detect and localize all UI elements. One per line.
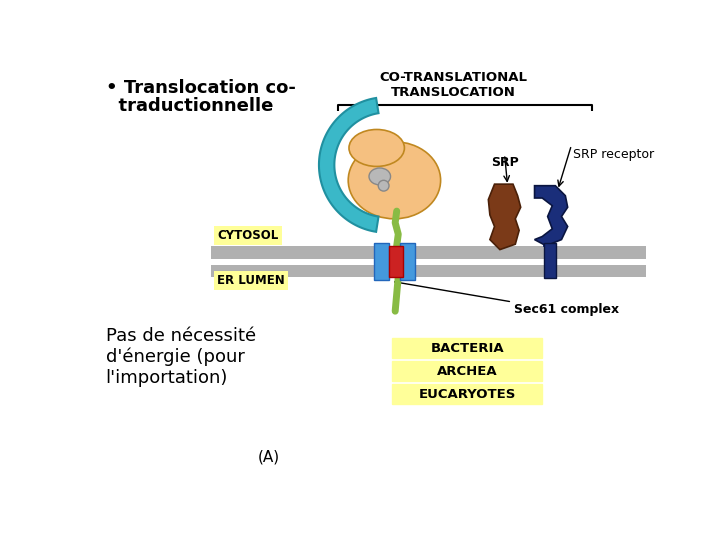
FancyBboxPatch shape	[211, 265, 647, 276]
Text: ARCHEA: ARCHEA	[437, 364, 498, 378]
Ellipse shape	[378, 180, 389, 191]
Text: CO-TRANSLATIONAL
TRANSLOCATION: CO-TRANSLATIONAL TRANSLOCATION	[379, 71, 528, 99]
Ellipse shape	[369, 168, 390, 185]
Text: EUCARYOTES: EUCARYOTES	[418, 388, 516, 401]
Text: Pas de nécessité
d'énergie (pour
l'importation): Pas de nécessité d'énergie (pour l'impor…	[106, 327, 256, 387]
FancyBboxPatch shape	[400, 242, 415, 280]
FancyBboxPatch shape	[389, 246, 403, 276]
Polygon shape	[319, 98, 379, 232]
Polygon shape	[534, 186, 567, 246]
Polygon shape	[488, 184, 521, 249]
Text: SRP receptor: SRP receptor	[573, 148, 654, 161]
Text: SRP: SRP	[490, 156, 518, 168]
FancyBboxPatch shape	[392, 338, 542, 358]
Text: ER LUMEN: ER LUMEN	[217, 274, 285, 287]
Text: • Translocation co-: • Translocation co-	[106, 79, 295, 97]
FancyBboxPatch shape	[392, 384, 542, 404]
Ellipse shape	[349, 130, 405, 166]
Text: traductionnelle: traductionnelle	[106, 97, 273, 115]
FancyBboxPatch shape	[544, 242, 556, 278]
Text: BACTERIA: BACTERIA	[431, 342, 504, 355]
Text: (A): (A)	[258, 450, 280, 465]
Text: CYTOSOL: CYTOSOL	[217, 230, 279, 242]
FancyBboxPatch shape	[211, 246, 647, 259]
FancyBboxPatch shape	[374, 242, 389, 280]
Ellipse shape	[348, 142, 441, 219]
Text: Sec61 complex: Sec61 complex	[514, 303, 619, 316]
FancyBboxPatch shape	[392, 361, 542, 381]
